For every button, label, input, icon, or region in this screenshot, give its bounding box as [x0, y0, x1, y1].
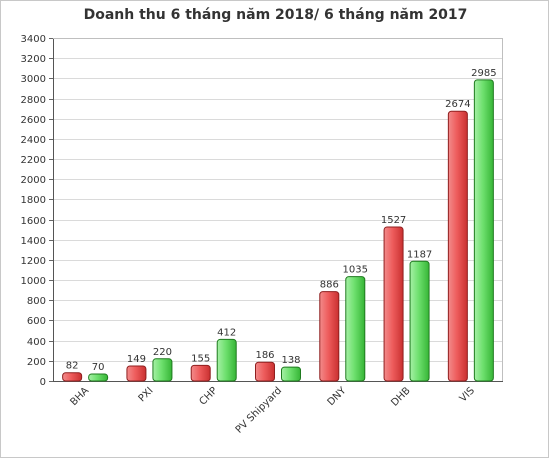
bar — [62, 372, 83, 382]
y-tick-label: 1000 — [21, 276, 46, 287]
data-label: 1187 — [407, 249, 432, 260]
x-category-label: CHP — [198, 385, 220, 407]
bar — [152, 358, 173, 382]
data-label: 138 — [281, 355, 300, 366]
bar — [190, 364, 211, 382]
data-label: 70 — [92, 362, 105, 373]
y-tick-label: 1200 — [21, 256, 46, 267]
y-tick-label: 3200 — [21, 54, 46, 65]
data-label: 1527 — [381, 215, 406, 226]
y-tick-label: 2800 — [21, 95, 46, 106]
y-tick-label: 800 — [27, 296, 46, 307]
bar — [255, 361, 275, 382]
y-tick-label: 1800 — [21, 195, 46, 206]
data-label: 2985 — [471, 68, 496, 79]
y-tick-label: 0 — [40, 377, 46, 388]
x-category-label: PXI — [137, 385, 156, 404]
data-label: 220 — [153, 347, 172, 358]
y-tick-label: 2200 — [21, 155, 46, 166]
y-tick-label: 1600 — [21, 216, 46, 227]
data-label: 149 — [127, 354, 146, 365]
x-category-label: DNY — [326, 385, 349, 408]
y-tick-label: 2400 — [21, 135, 46, 146]
bar — [447, 110, 468, 382]
y-tick-label: 3000 — [21, 74, 46, 85]
x-category-label: DHB — [389, 385, 412, 408]
y-tick-label: 1400 — [21, 236, 46, 247]
chart-title: Doanh thu 6 tháng năm 2018/ 6 tháng năm … — [83, 7, 468, 23]
bar — [409, 260, 430, 382]
y-tick-label: 200 — [27, 357, 46, 368]
data-label: 82 — [66, 361, 79, 372]
data-label: 886 — [320, 280, 339, 291]
data-label: 186 — [255, 350, 274, 361]
data-label: 412 — [217, 327, 236, 338]
bar — [383, 226, 404, 382]
data-label: 155 — [191, 353, 210, 364]
y-tick-label: 400 — [27, 337, 46, 348]
x-category-label: PV Shipyard — [234, 385, 284, 435]
bar — [473, 79, 494, 382]
bar — [319, 291, 340, 382]
x-category-label: VIS — [458, 385, 477, 404]
bar — [281, 366, 301, 382]
data-label: 1035 — [343, 265, 368, 276]
plot-area — [53, 38, 503, 381]
bar — [126, 365, 147, 382]
y-tick-label: 2000 — [21, 175, 46, 186]
bar — [216, 338, 237, 382]
x-category-label: BHA — [68, 385, 91, 408]
bar — [345, 276, 366, 382]
y-tick-label: 2600 — [21, 115, 46, 126]
y-tick-label: 600 — [27, 316, 46, 327]
y-tick-label: 3400 — [21, 34, 46, 45]
data-label: 2674 — [445, 99, 470, 110]
bar — [88, 373, 109, 382]
